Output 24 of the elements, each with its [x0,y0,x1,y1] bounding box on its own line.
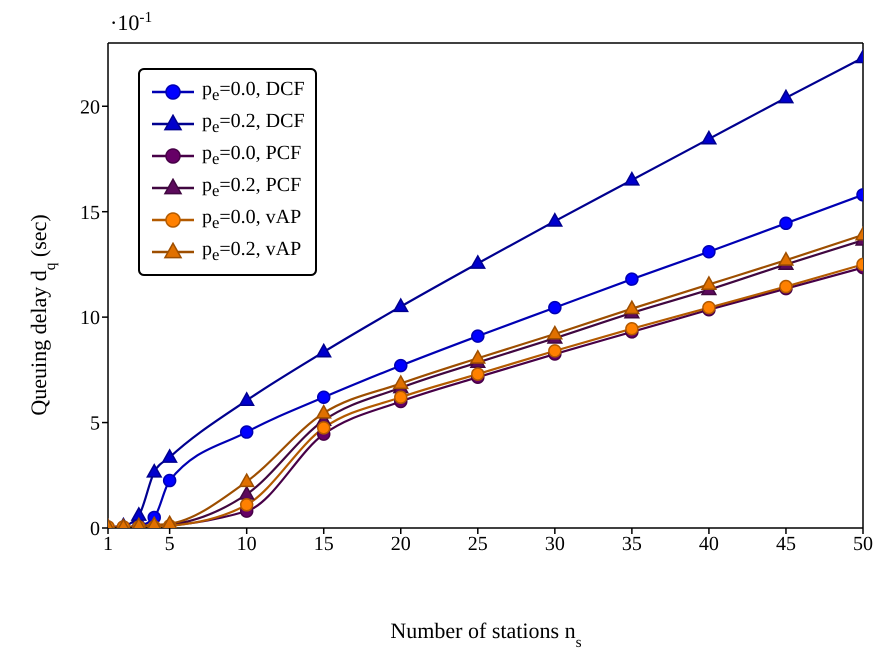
y-tick-label: 20 [80,96,100,118]
x-tick-label: 50 [853,533,873,556]
x-tick-label: 40 [698,533,719,556]
x-axis-title: Number of stations n$_{s}$ [390,618,582,650]
legend-label: p$_{e}$=0.0, PCF [202,141,302,170]
legend-label: p$_{e}$=0.0, vAP [202,205,302,234]
legend-label: p$_{e}$=0.2, DCF [202,109,305,138]
x-tick-label: 5 [164,533,175,556]
x-tick-label: 10 [236,533,257,556]
x-tick-label: 35 [622,533,642,556]
legend-label: p$_{e}$=0.2, PCF [202,173,302,202]
x-tick-label: 1 [103,533,114,556]
y-tick-label: 10 [80,307,100,330]
x-tick-label: 25 [468,533,488,556]
y-tick-label: 5 [90,412,100,435]
y-tick-label: 0 [90,518,100,540]
x-tick-label: 45 [776,533,796,556]
x-tick-label: 30 [544,533,565,556]
legend-label: p$_{e}$=0.2, vAP [202,237,302,266]
y-tick-label: 15 [80,202,100,224]
x-tick-label: 15 [314,533,334,556]
x-tick-label: 20 [390,533,411,556]
text: ·10$^{-1}$ [110,8,152,35]
legend-label: p$_{e}$=0.0, DCF [202,77,305,106]
